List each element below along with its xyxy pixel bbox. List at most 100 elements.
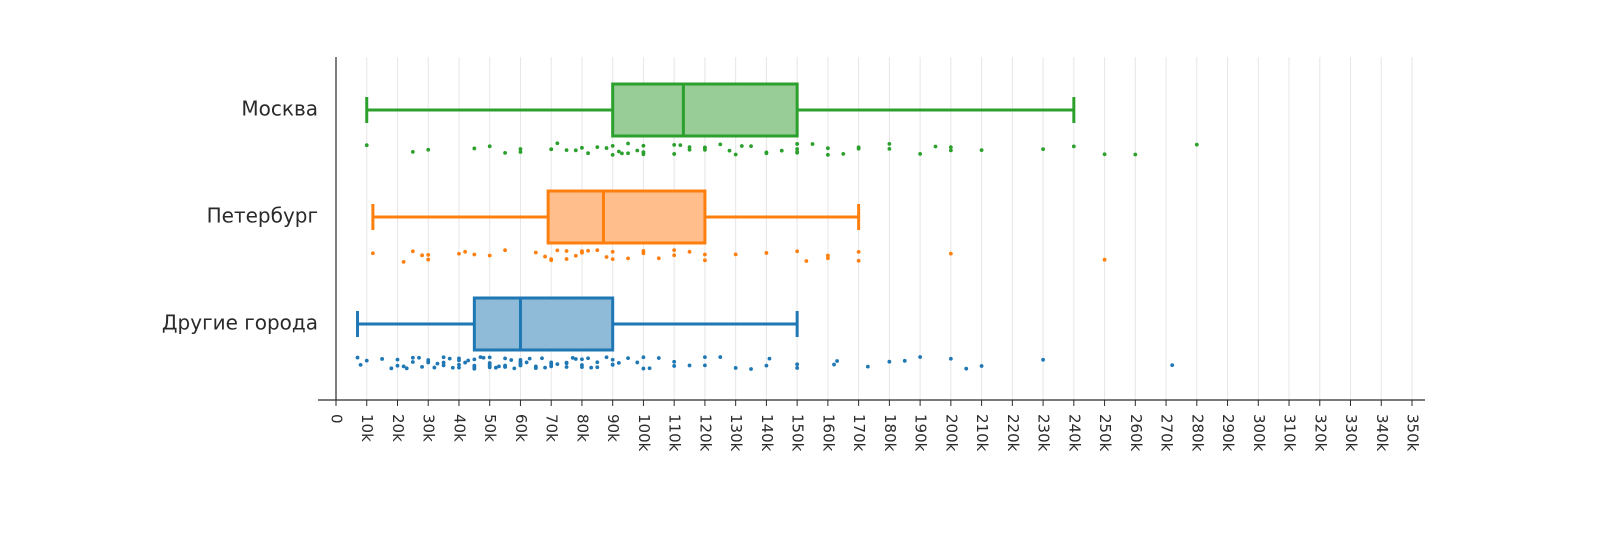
data-point <box>435 361 440 366</box>
data-point <box>573 148 578 153</box>
data-point <box>564 148 569 153</box>
data-point <box>933 144 938 149</box>
iqr-box <box>546 189 707 245</box>
x-tick-label: 30k <box>420 414 438 442</box>
data-point <box>503 356 507 361</box>
data-point <box>641 150 646 155</box>
x-tick-label: 0 <box>328 414 346 424</box>
data-point <box>564 365 569 369</box>
data-point <box>457 365 461 370</box>
data-point <box>672 359 677 364</box>
data-point <box>979 364 984 368</box>
data-point <box>825 253 830 258</box>
data-point <box>395 357 400 362</box>
data-point <box>1102 257 1107 262</box>
data-point <box>656 256 661 261</box>
data-point <box>410 249 415 254</box>
data-point <box>549 360 554 365</box>
data-point <box>1041 147 1045 152</box>
x-tick-label: 340k <box>1373 414 1391 452</box>
data-point <box>573 357 578 361</box>
data-point <box>420 364 424 369</box>
data-point <box>635 148 640 153</box>
data-point <box>616 149 621 154</box>
data-point <box>493 365 498 370</box>
data-point <box>580 357 584 362</box>
data-point <box>626 356 630 361</box>
data-point <box>358 362 363 367</box>
data-point <box>555 362 560 367</box>
data-point <box>564 361 569 366</box>
data-point <box>672 253 677 258</box>
data-point <box>472 146 477 151</box>
data-point <box>487 355 492 360</box>
data-point <box>678 143 683 148</box>
data-point <box>641 366 646 371</box>
data-point <box>703 252 707 257</box>
data-point <box>543 365 547 370</box>
data-point <box>595 365 600 370</box>
data-point <box>401 259 406 264</box>
data-point <box>580 249 584 254</box>
x-tick-label: 290k <box>1219 414 1237 452</box>
data-point <box>595 360 600 365</box>
data-point <box>457 358 461 363</box>
data-point <box>739 144 744 148</box>
data-point <box>487 144 492 149</box>
data-point <box>795 149 800 154</box>
data-point <box>540 356 544 361</box>
data-point <box>518 363 523 368</box>
data-point <box>1133 152 1138 157</box>
x-tick-label: 210k <box>973 414 991 452</box>
data-point <box>626 141 630 146</box>
x-tick-label: 140k <box>758 414 776 452</box>
x-tick-label: 100k <box>635 414 653 452</box>
data-point <box>918 152 923 156</box>
data-point <box>426 358 431 362</box>
data-point <box>487 253 492 258</box>
x-tick-label: 250k <box>1096 414 1114 452</box>
data-point <box>518 150 523 154</box>
data-point <box>589 365 594 370</box>
data-point <box>441 360 446 365</box>
data-point <box>733 152 738 157</box>
data-point <box>610 357 615 362</box>
data-point <box>795 147 800 151</box>
x-tick-label: 80k <box>573 414 591 442</box>
x-tick-label: 330k <box>1342 414 1360 452</box>
data-point <box>410 360 415 364</box>
x-tick-label: 300k <box>1250 414 1268 452</box>
data-point <box>672 142 677 147</box>
data-point <box>825 256 830 261</box>
data-point <box>586 356 590 361</box>
category-label: Петербург <box>207 204 318 228</box>
x-tick-label: 280k <box>1188 414 1206 452</box>
data-point <box>1194 142 1199 147</box>
data-point <box>795 249 800 254</box>
data-point <box>595 145 600 149</box>
data-point <box>687 363 692 368</box>
x-tick-label: 260k <box>1127 414 1145 452</box>
data-point <box>795 142 800 146</box>
data-point <box>555 248 560 253</box>
data-point <box>1102 152 1107 157</box>
x-tick-label: 110k <box>666 414 684 452</box>
data-point <box>948 356 953 361</box>
category-labels: Москва Петербург Другие города <box>162 97 318 335</box>
data-point <box>856 249 861 254</box>
data-point <box>626 256 630 261</box>
data-point <box>426 257 431 262</box>
data-point <box>497 364 501 369</box>
x-tick-label: 50k <box>481 414 499 442</box>
data-point <box>749 367 753 371</box>
x-tick-label: 120k <box>696 414 714 452</box>
data-point <box>616 360 621 365</box>
data-point <box>795 362 800 367</box>
data-point <box>795 366 800 370</box>
data-point <box>703 363 707 368</box>
data-point <box>656 356 661 360</box>
data-point <box>825 146 830 151</box>
data-point <box>832 362 836 367</box>
x-tick-label: 350k <box>1404 414 1422 452</box>
data-point <box>441 363 446 368</box>
